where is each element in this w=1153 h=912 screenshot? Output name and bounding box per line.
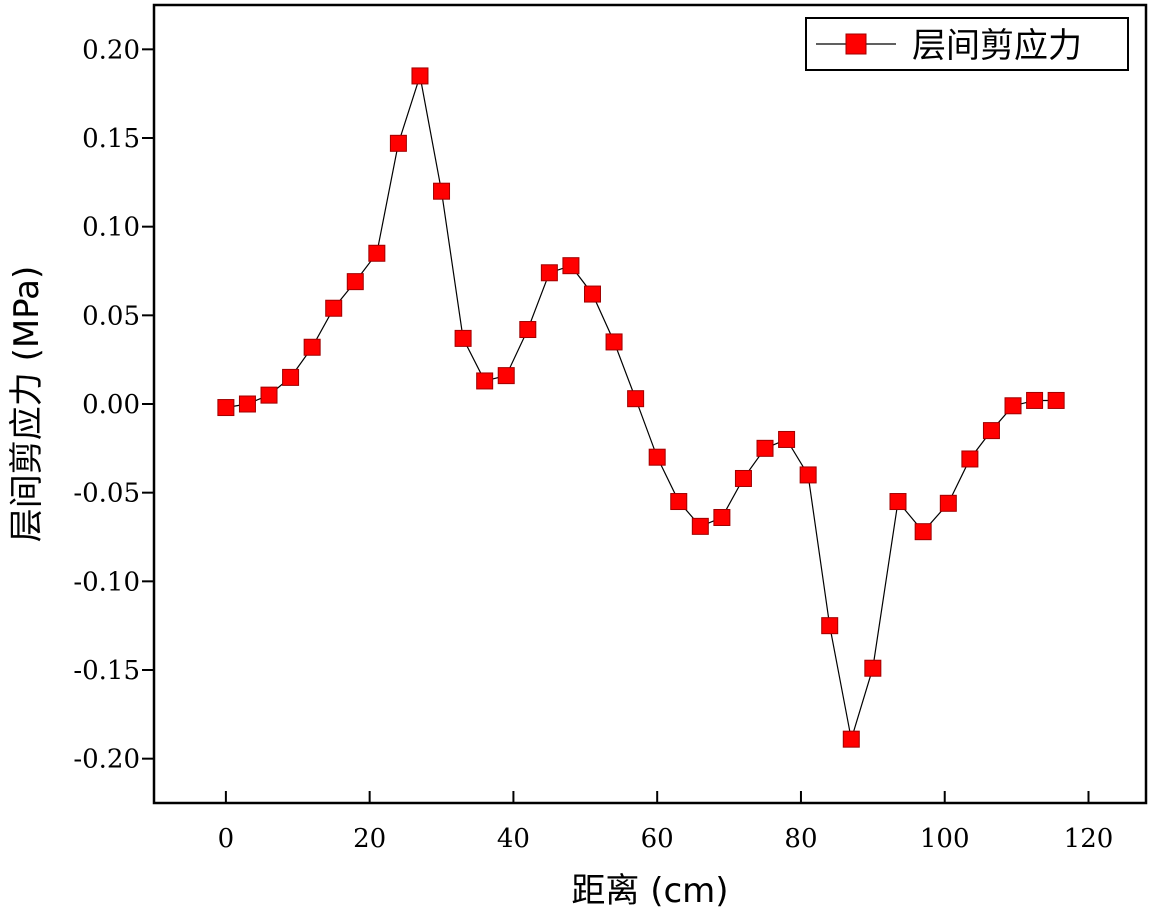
y-tick-label: -0.05	[73, 479, 140, 509]
x-tick-label: 40	[497, 824, 530, 854]
data-point	[648, 448, 666, 466]
data-point	[217, 399, 235, 417]
data-point	[821, 617, 839, 635]
data-point	[1026, 391, 1044, 409]
data-point	[303, 338, 321, 356]
x-tick-label: 60	[641, 824, 674, 854]
y-axis-ticks: -0.20 -0.15 -0.10 -0.05 0.00 0.05 0.10 0.15 0.20	[73, 35, 154, 775]
data-point	[605, 333, 623, 351]
y-tick-label: -0.10	[73, 567, 140, 597]
data-point	[939, 494, 957, 512]
data-point	[734, 469, 752, 487]
series-line	[225, 75, 1057, 740]
x-tick-label: 0	[218, 824, 235, 854]
data-point	[562, 257, 580, 275]
data-point	[238, 395, 256, 413]
legend-marker	[845, 33, 867, 55]
data-point	[583, 285, 601, 303]
data-point	[454, 329, 472, 347]
data-point	[756, 439, 774, 457]
data-point	[889, 493, 907, 511]
y-tick-label: 0.00	[82, 390, 140, 420]
data-point	[368, 244, 386, 262]
y-axis-title: 层间剪应力 (MPa)	[7, 266, 47, 542]
y-tick-label: 0.10	[82, 213, 140, 243]
data-point	[1047, 391, 1065, 409]
x-tick-label: 80	[784, 824, 817, 854]
data-point	[346, 273, 364, 291]
data-point	[778, 430, 796, 448]
data-point	[982, 422, 1000, 440]
x-tick-label: 20	[353, 824, 386, 854]
data-point	[799, 466, 817, 484]
data-point	[260, 386, 278, 404]
data-point	[864, 659, 882, 677]
y-tick-label: -0.15	[73, 656, 140, 686]
data-point	[842, 730, 860, 748]
x-axis-ticks: 0 20 40 60 80 100 120	[218, 791, 1114, 854]
data-point	[519, 321, 537, 339]
data-point	[476, 372, 494, 390]
x-axis-title: 距离 (cm)	[571, 871, 728, 911]
data-point	[670, 493, 688, 511]
data-point	[540, 264, 558, 282]
data-point	[433, 182, 451, 200]
legend-label: 层间剪应力	[912, 26, 1082, 66]
data-point	[1004, 397, 1022, 415]
x-tick-label: 100	[920, 824, 970, 854]
data-point	[497, 367, 515, 385]
plot-frame	[152, 3, 1148, 805]
y-tick-label: 0.20	[82, 35, 140, 65]
data-point	[325, 299, 343, 317]
x-tick-label: 120	[1064, 824, 1114, 854]
data-point	[961, 450, 979, 468]
data-point	[282, 368, 300, 386]
series-layer	[217, 67, 1065, 748]
y-tick-label: 0.15	[82, 124, 140, 154]
legend: 层间剪应力	[805, 17, 1129, 71]
data-point	[389, 134, 407, 152]
data-point	[914, 523, 932, 541]
y-tick-label: 0.05	[82, 301, 140, 331]
data-point	[713, 508, 731, 526]
data-point	[691, 517, 709, 535]
data-point	[627, 390, 645, 408]
data-point	[411, 67, 429, 85]
y-tick-label: -0.20	[73, 745, 140, 775]
